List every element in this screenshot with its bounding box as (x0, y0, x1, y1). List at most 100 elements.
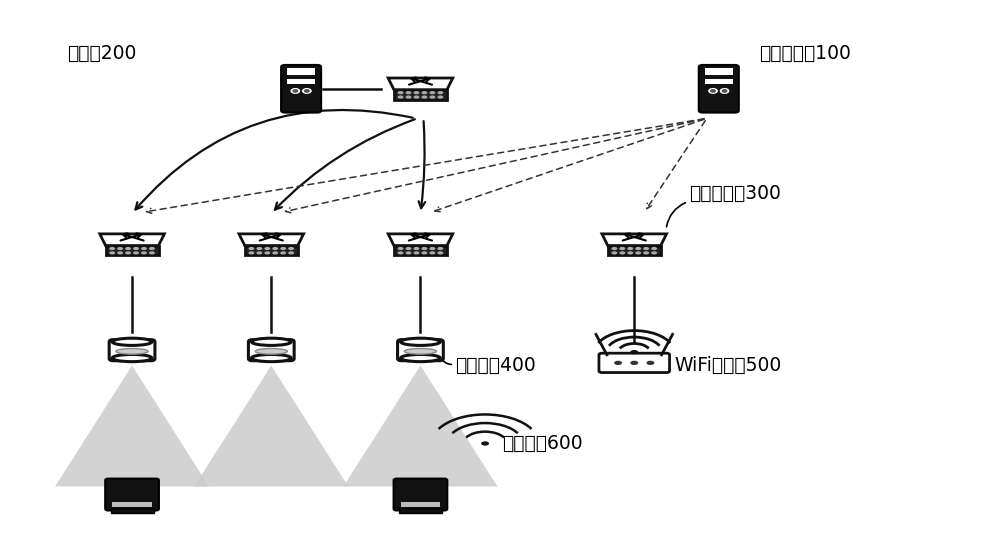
Circle shape (651, 247, 657, 250)
Circle shape (711, 90, 715, 92)
FancyBboxPatch shape (248, 340, 294, 361)
Circle shape (429, 91, 435, 94)
Circle shape (398, 251, 404, 255)
Circle shape (256, 247, 262, 250)
Circle shape (421, 96, 427, 99)
Circle shape (149, 251, 155, 255)
Circle shape (133, 247, 139, 250)
Circle shape (421, 91, 427, 94)
Bar (287, 68, 315, 75)
Circle shape (627, 251, 633, 255)
Circle shape (133, 251, 139, 255)
Text: WiFi接入点500: WiFi接入点500 (674, 356, 781, 375)
Circle shape (109, 251, 115, 255)
Ellipse shape (401, 355, 440, 362)
Circle shape (248, 251, 254, 255)
Circle shape (406, 96, 412, 99)
Circle shape (627, 247, 633, 250)
Bar (112, 502, 152, 507)
FancyBboxPatch shape (281, 65, 321, 112)
Circle shape (437, 96, 443, 99)
Circle shape (303, 89, 311, 93)
Ellipse shape (255, 349, 287, 354)
Circle shape (291, 89, 300, 93)
Ellipse shape (401, 338, 440, 345)
Ellipse shape (251, 355, 291, 362)
Circle shape (720, 89, 729, 93)
Ellipse shape (116, 349, 148, 354)
Polygon shape (394, 245, 447, 255)
Circle shape (614, 361, 622, 365)
Circle shape (630, 350, 638, 354)
Polygon shape (194, 365, 348, 487)
Circle shape (398, 247, 404, 250)
Circle shape (272, 251, 278, 255)
Circle shape (481, 441, 489, 446)
Polygon shape (602, 234, 667, 245)
Circle shape (643, 247, 649, 250)
Polygon shape (608, 245, 661, 255)
FancyBboxPatch shape (699, 65, 739, 112)
Circle shape (437, 247, 443, 250)
Circle shape (421, 251, 427, 255)
Bar (399, 508, 442, 513)
Ellipse shape (112, 338, 152, 345)
Circle shape (611, 251, 617, 255)
Polygon shape (394, 90, 447, 99)
FancyBboxPatch shape (599, 353, 670, 372)
Circle shape (630, 361, 638, 365)
Circle shape (141, 251, 147, 255)
Circle shape (406, 251, 412, 255)
Circle shape (149, 247, 155, 250)
FancyBboxPatch shape (394, 478, 447, 510)
Circle shape (611, 247, 617, 250)
Circle shape (437, 91, 443, 94)
Polygon shape (388, 234, 453, 245)
Polygon shape (106, 245, 159, 255)
Text: 虚拟交换机300: 虚拟交换机300 (689, 184, 781, 203)
Circle shape (264, 251, 270, 255)
Circle shape (643, 251, 649, 255)
Circle shape (272, 247, 278, 250)
Circle shape (109, 247, 115, 250)
Circle shape (722, 90, 727, 92)
Circle shape (635, 247, 641, 250)
Circle shape (651, 251, 657, 255)
Circle shape (429, 96, 435, 99)
Circle shape (413, 251, 419, 255)
FancyBboxPatch shape (105, 478, 159, 510)
Bar (705, 68, 733, 75)
Circle shape (635, 251, 641, 255)
Polygon shape (239, 234, 304, 245)
Circle shape (619, 251, 625, 255)
Circle shape (264, 247, 270, 250)
Circle shape (117, 251, 123, 255)
Text: 接入控制器100: 接入控制器100 (759, 45, 850, 64)
Circle shape (256, 251, 262, 255)
Circle shape (280, 247, 286, 250)
Circle shape (248, 247, 254, 250)
Polygon shape (388, 78, 453, 90)
Circle shape (646, 361, 654, 365)
Circle shape (406, 91, 412, 94)
Circle shape (125, 251, 131, 255)
Polygon shape (55, 365, 209, 487)
Bar (705, 79, 733, 84)
Text: 服务器200: 服务器200 (67, 45, 137, 64)
Circle shape (141, 247, 147, 250)
Bar (287, 79, 315, 84)
Circle shape (125, 247, 131, 250)
Circle shape (288, 251, 294, 255)
Bar (111, 508, 154, 513)
Ellipse shape (112, 355, 152, 362)
Text: 光接入点400: 光接入点400 (455, 356, 536, 375)
FancyBboxPatch shape (109, 340, 155, 361)
Text: 用户设备600: 用户设备600 (502, 434, 583, 453)
Polygon shape (245, 245, 298, 255)
Circle shape (413, 96, 419, 99)
Circle shape (429, 247, 435, 250)
Circle shape (305, 90, 309, 92)
Circle shape (280, 251, 286, 255)
Polygon shape (343, 365, 498, 487)
Circle shape (288, 247, 294, 250)
